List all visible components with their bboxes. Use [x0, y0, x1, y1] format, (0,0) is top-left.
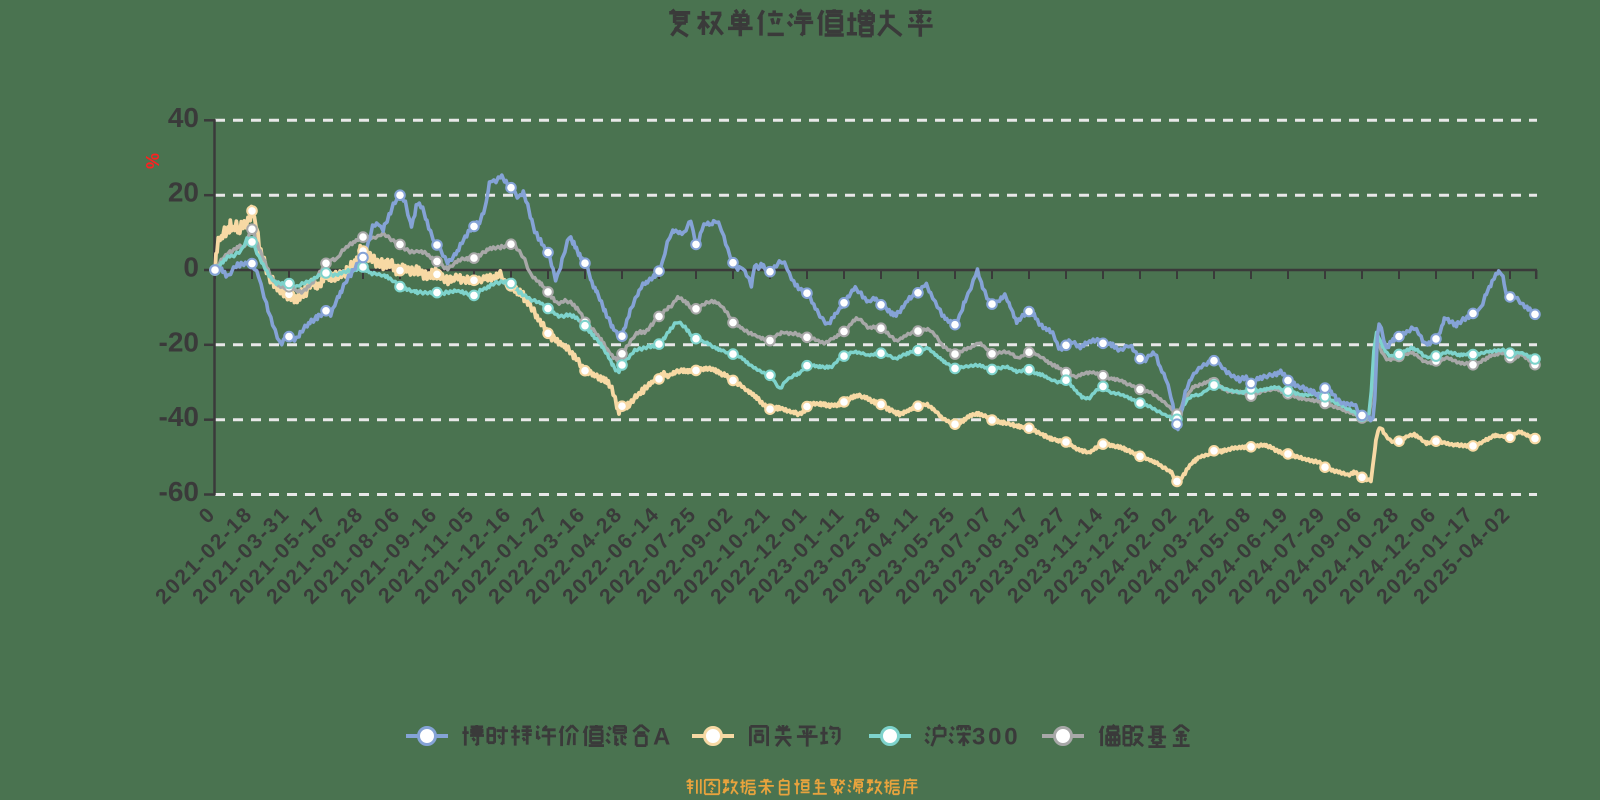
svg-text:-20: -20: [159, 326, 199, 357]
svg-text:20: 20: [168, 177, 199, 208]
svg-text:0: 0: [1004, 724, 1017, 751]
svg-text:-60: -60: [159, 476, 199, 507]
svg-text:3: 3: [972, 724, 985, 751]
svg-text:A: A: [653, 724, 670, 751]
svg-text:0: 0: [183, 252, 199, 283]
svg-text:%: %: [142, 153, 162, 169]
svg-text:40: 40: [168, 102, 199, 133]
svg-text:-40: -40: [159, 401, 199, 432]
svg-text:0: 0: [988, 724, 1001, 751]
